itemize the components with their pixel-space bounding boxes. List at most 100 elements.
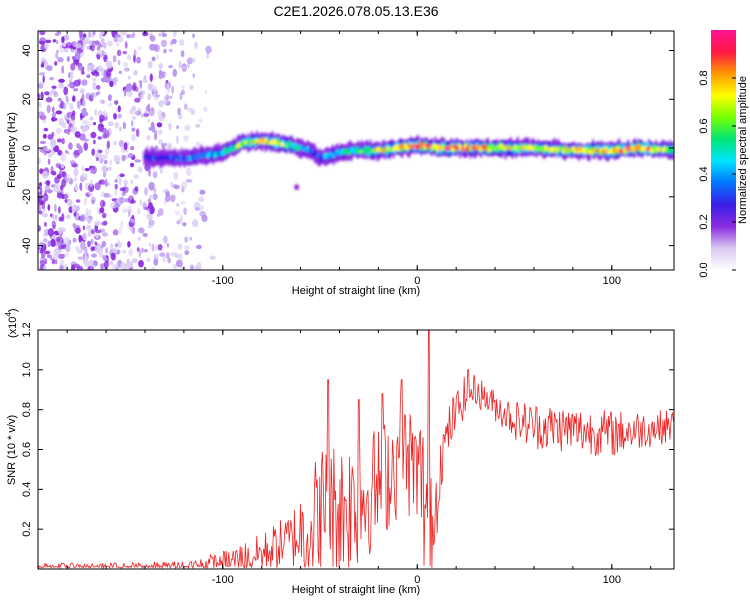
spectrogram-noise-blob [89, 116, 94, 121]
spectrogram-noise-blob [160, 39, 167, 48]
spectrogram-noise-blob [66, 41, 73, 49]
spectrogram-noise-blob [90, 238, 94, 245]
spectrogram-noise-blob [76, 100, 81, 109]
spectrogram-noise-blob [147, 224, 153, 229]
spectrogram-noise-blob [142, 233, 148, 237]
spectrogram-noise-blob [168, 122, 172, 130]
spectrogram-noise-blob [195, 244, 202, 250]
spectrogram-noise-blob [138, 80, 143, 84]
spectrogram-noise-blob [66, 151, 70, 155]
spectrogram-noise-blob [47, 189, 53, 194]
spectrogram-noise-blob [97, 43, 103, 48]
spectrogram-noise-blob [42, 203, 46, 212]
spectrogram-noise-blob [101, 154, 108, 160]
spectrogram-noise-blob [47, 228, 55, 237]
spectrogram-noise-blob [61, 36, 65, 43]
spectrogram-noise-blob [88, 31, 91, 38]
spectrogram-noise-blob [183, 135, 190, 142]
spectrogram-noise-blob [92, 122, 97, 126]
spectrogram-noise-blob [57, 138, 62, 143]
spectrogram-noise-blob [183, 103, 188, 110]
spectrogram-noise-blob [157, 244, 163, 251]
spectrogram-noise-blob [115, 261, 119, 269]
spectrogram-noise-blob [110, 252, 116, 261]
spectrogram-noise-blob [82, 33, 87, 38]
spectrogram-noise-blob [180, 201, 186, 205]
spectrogram-noise-blob [94, 241, 98, 246]
spectrogram-noise-blob [112, 77, 119, 84]
spectrogram-noise-blob [180, 181, 188, 190]
spectrogram-noise-blob [140, 94, 144, 99]
spectrogram-noise-blob [66, 111, 74, 119]
spectrogram-noise-blob [47, 204, 51, 211]
spectrogram-noise-blob [110, 243, 114, 250]
spectrogram-ytick-label: 40 [21, 44, 33, 56]
colorbar-tick-label: 0.8 [698, 70, 710, 85]
spectrogram-noise-blob [148, 181, 155, 191]
spectrogram-noise-blob [96, 156, 99, 162]
spectrogram-noise-blob [189, 236, 192, 241]
spectrogram-noise-blob [133, 70, 138, 76]
spectrogram-noise-blob [88, 232, 91, 238]
spectrogram-noise-blob [46, 104, 51, 114]
spectrogram-noise-blob [196, 266, 202, 270]
spectrogram-noise-blob [73, 149, 81, 157]
spectrogram-noise-blob [91, 199, 95, 205]
spectrogram-noise-blob [157, 109, 163, 118]
spectrogram-noise-blob [87, 240, 91, 248]
spectrogram-noise-blob [118, 227, 122, 235]
spectrogram-noise-blob [146, 257, 151, 262]
spectrogram-noise-blob [90, 33, 94, 39]
spectrogram-noise-blob [70, 160, 76, 165]
spectrogram-noise-blob [137, 236, 141, 241]
spectrogram-noise-blob [130, 146, 135, 151]
spectrogram-noise-blob [117, 35, 124, 43]
spectrogram-noise-blob [90, 229, 96, 235]
spectrogram-noise-blob [127, 241, 131, 248]
spectrogram-noise-blob [42, 133, 47, 139]
spectrogram-x-ticks: -100 0 100 [66, 31, 652, 287]
spectrogram-noise-blob [49, 254, 53, 261]
spectrogram-noise-blob [97, 50, 103, 55]
spectrogram-noise-blob [75, 59, 78, 66]
spectrogram-noise-blob [148, 202, 153, 211]
spectrogram-noise-blob [114, 122, 119, 129]
spectrogram-noise-blob [40, 200, 46, 205]
spectrogram-noise-blob [151, 56, 156, 62]
spectrogram-noise-blob [128, 75, 131, 80]
spectrogram-noise-blob [97, 123, 104, 132]
spectrogram-noise-blob [152, 193, 158, 201]
spectrogram-noise-blob [38, 40, 46, 45]
spectrogram-noise-blob [133, 54, 136, 63]
spectrogram-noise-blob [65, 95, 69, 103]
spectrogram-noise-blob [60, 244, 66, 250]
spectrogram-noise-blob [171, 85, 174, 95]
spectrogram-noise-blob [112, 55, 117, 63]
spectrogram-noise-blob [176, 259, 183, 268]
spectrogram-noise-blob [56, 40, 59, 45]
spectrogram-noise-blob [69, 79, 72, 85]
spectrogram-noise-blob [151, 266, 156, 270]
spectrogram-noise-blob [76, 143, 80, 149]
spectrogram-noise-blob [184, 250, 190, 256]
spectrogram-noise-blob [203, 106, 208, 112]
spectrogram-noise-blob [148, 108, 155, 117]
spectrogram-noise-blob [147, 118, 151, 123]
figure-title: C2E1.2026.078.05.13.E36 [273, 3, 438, 19]
snr-ytick-label: 0.6 [21, 442, 33, 457]
spectrogram-noise-blob [67, 83, 75, 87]
spectrogram-noise-blob [149, 35, 156, 42]
spectrogram-noise-blob [119, 173, 125, 178]
spectrogram-noise-blob [102, 200, 106, 207]
spectrogram-noise-blob [126, 34, 131, 39]
snr-exponent-power: 4 [4, 312, 13, 317]
snr-xtick-label: 100 [603, 574, 621, 586]
spectrogram-noise-blob [82, 225, 86, 231]
spectrogram-noise-blob [130, 179, 134, 185]
spectrogram-noise-blob [140, 247, 145, 253]
spectrogram-noise-blob [192, 33, 195, 38]
spectrogram-noise-blob [81, 165, 85, 172]
spectrogram-noise-blob [113, 140, 117, 146]
spectrogram-noise-blob [119, 187, 127, 192]
colorbar-tick-label: 0.4 [698, 166, 710, 181]
